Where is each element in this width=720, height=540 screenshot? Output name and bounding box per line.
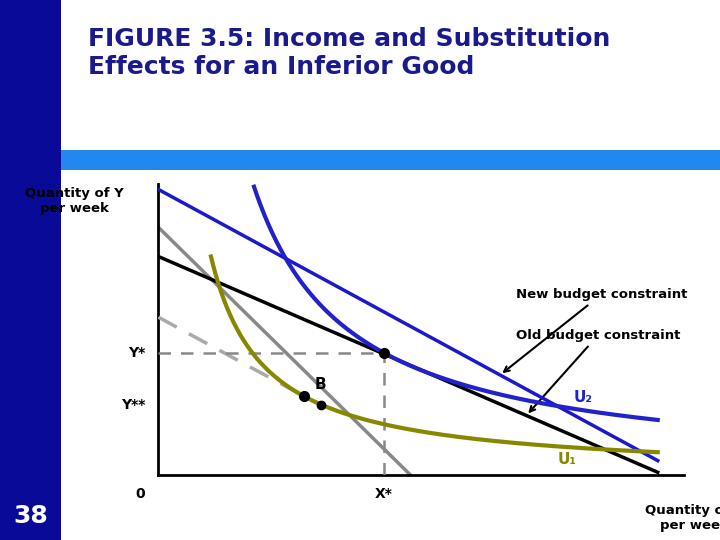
Text: U₂: U₂ [574,390,593,405]
Text: Old budget constraint: Old budget constraint [516,329,680,411]
Text: 0: 0 [135,487,145,501]
Text: 38: 38 [13,504,48,528]
Text: X*: X* [375,487,392,501]
Text: New budget constraint: New budget constraint [504,288,687,372]
Text: Y*: Y* [128,346,145,360]
Text: Quantity of X
per week: Quantity of X per week [645,504,720,532]
Text: B: B [315,377,326,392]
Text: Y**: Y** [121,398,145,411]
Text: U₁: U₁ [558,452,577,467]
Text: FIGURE 3.5: Income and Substitution
Effects for an Inferior Good: FIGURE 3.5: Income and Substitution Effe… [88,27,610,79]
Text: Quantity of Y
per week: Quantity of Y per week [25,186,124,214]
